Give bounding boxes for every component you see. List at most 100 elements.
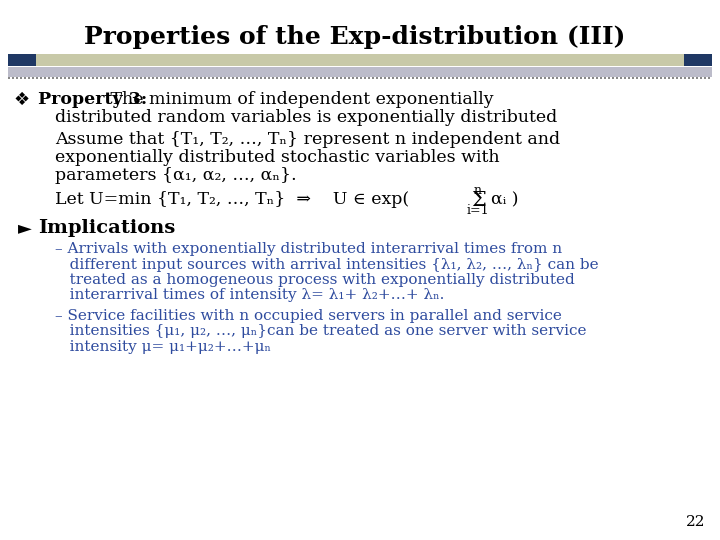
Bar	[272, 77, 274, 79]
Bar	[692, 77, 694, 79]
Bar	[620, 77, 622, 79]
Bar	[308, 77, 310, 79]
Bar	[680, 77, 682, 79]
Text: ►: ►	[18, 219, 32, 237]
Bar	[48, 77, 50, 79]
Bar	[208, 77, 210, 79]
Bar	[548, 77, 550, 79]
Bar	[240, 77, 242, 79]
Bar	[80, 77, 82, 79]
Bar	[704, 77, 706, 79]
Bar	[280, 77, 282, 79]
Bar	[88, 77, 90, 79]
Bar	[128, 77, 130, 79]
Bar	[364, 77, 366, 79]
Bar	[660, 77, 662, 79]
Bar	[300, 77, 302, 79]
Text: intensity μ= μ₁+μ₂+…+μₙ: intensity μ= μ₁+μ₂+…+μₙ	[55, 340, 271, 354]
Bar	[140, 77, 142, 79]
Bar	[440, 77, 442, 79]
Bar	[488, 77, 490, 79]
Bar	[40, 77, 42, 79]
Bar	[376, 77, 378, 79]
Bar	[156, 77, 158, 79]
Bar	[400, 77, 402, 79]
Bar	[316, 77, 318, 79]
Bar	[360, 77, 362, 79]
Bar	[196, 77, 198, 79]
Bar	[248, 77, 250, 79]
Bar	[508, 77, 510, 79]
Bar	[68, 77, 70, 79]
Bar	[628, 77, 630, 79]
Text: αᵢ ): αᵢ )	[491, 192, 518, 208]
Text: Σ: Σ	[471, 191, 485, 210]
Bar	[512, 77, 514, 79]
Bar	[656, 77, 658, 79]
Bar	[348, 77, 350, 79]
Bar	[104, 77, 106, 79]
Bar	[136, 77, 138, 79]
Bar	[524, 77, 526, 79]
Bar	[260, 77, 262, 79]
Bar	[112, 77, 114, 79]
Text: Implications: Implications	[38, 219, 175, 237]
Bar	[344, 77, 346, 79]
Bar	[288, 77, 290, 79]
Bar	[324, 77, 326, 79]
Bar	[312, 77, 314, 79]
Bar	[32, 77, 34, 79]
Text: treated as a homogeneous process with exponentially distributed: treated as a homogeneous process with ex…	[55, 273, 575, 287]
Bar	[148, 77, 150, 79]
Bar	[560, 77, 562, 79]
Bar	[204, 77, 206, 79]
Bar	[132, 77, 134, 79]
Bar	[396, 77, 398, 79]
Bar	[612, 77, 614, 79]
Bar	[8, 67, 712, 77]
Bar	[568, 77, 570, 79]
Bar	[676, 77, 678, 79]
Bar	[536, 77, 538, 79]
Bar	[604, 77, 606, 79]
Bar	[64, 77, 66, 79]
Bar	[476, 77, 478, 79]
Bar	[116, 77, 118, 79]
Text: Assume that {T₁, T₂, …, Tₙ} represent n independent and: Assume that {T₁, T₂, …, Tₙ} represent n …	[55, 132, 560, 148]
Bar	[304, 77, 306, 79]
Bar	[176, 77, 178, 79]
Bar	[56, 77, 58, 79]
Text: Let U=min {T₁, T₂, …, Tₙ}  ⇒    U ∈ exp(: Let U=min {T₁, T₂, …, Tₙ} ⇒ U ∈ exp(	[55, 192, 409, 208]
Bar	[72, 77, 74, 79]
Bar	[672, 77, 674, 79]
Bar	[684, 77, 686, 79]
Bar	[392, 77, 394, 79]
Bar	[616, 77, 618, 79]
Text: intensities {μ₁, μ₂, …, μₙ}can be treated as one server with service: intensities {μ₁, μ₂, …, μₙ}can be treate…	[55, 325, 587, 339]
Bar	[228, 77, 230, 79]
Bar	[296, 77, 298, 79]
Bar	[336, 77, 338, 79]
Bar	[292, 77, 294, 79]
Bar	[596, 77, 598, 79]
Bar	[168, 77, 170, 79]
Bar	[652, 77, 654, 79]
Bar	[436, 77, 438, 79]
Text: 22: 22	[685, 515, 705, 529]
Bar	[12, 77, 14, 79]
Bar	[404, 77, 406, 79]
Bar	[340, 77, 342, 79]
Bar	[636, 77, 638, 79]
Bar	[484, 77, 486, 79]
Text: Properties of the Exp-distribution (III): Properties of the Exp-distribution (III)	[84, 25, 626, 49]
Bar	[256, 77, 258, 79]
Bar	[96, 77, 98, 79]
Bar	[224, 77, 226, 79]
Bar	[456, 77, 458, 79]
Bar	[544, 77, 546, 79]
Bar	[200, 77, 202, 79]
Bar	[388, 77, 390, 79]
Bar	[252, 77, 254, 79]
Bar	[24, 77, 26, 79]
Bar	[600, 77, 602, 79]
